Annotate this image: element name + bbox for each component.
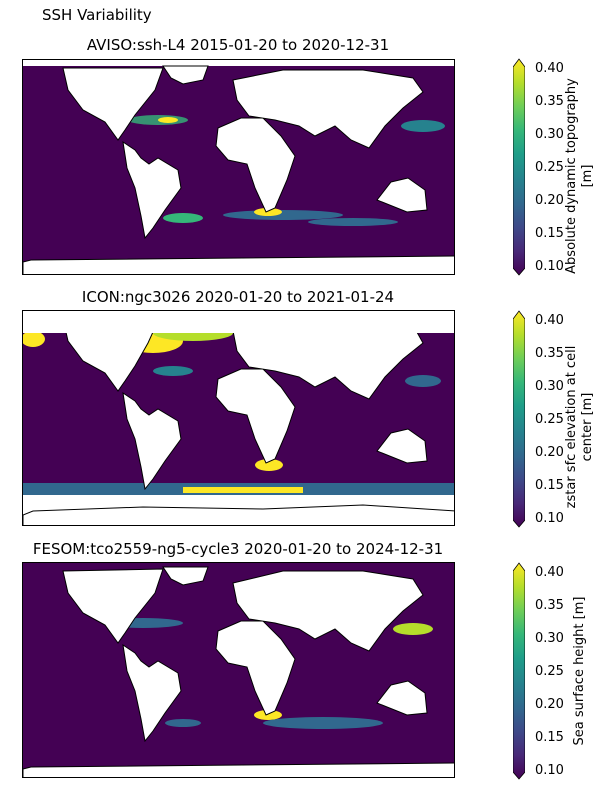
panel-2-title: ICON:ngc3026 2020-01-20 to 2021-01-24 <box>81 288 395 306</box>
panel-1-map-svg <box>23 65 454 274</box>
p2-tick-0.35: 0.35 <box>535 346 564 361</box>
p1-tick-0.20: 0.20 <box>535 193 564 208</box>
panel-1-colorbar <box>513 58 525 276</box>
p1-tick-0.40: 0.40 <box>535 61 564 76</box>
p2-tick-0.10: 0.10 <box>535 511 564 526</box>
p1-tick-0.30: 0.30 <box>535 127 564 142</box>
figure-suptitle: SSH Variability <box>42 6 152 24</box>
p2-tick-0.40: 0.40 <box>535 313 564 328</box>
land-mask <box>23 311 454 525</box>
p2-tick-0.20: 0.20 <box>535 445 564 460</box>
panel-1-title: AVISO:ssh-L4 2015-01-20 to 2020-12-31 <box>86 36 390 54</box>
p3-tick-0.20: 0.20 <box>535 697 564 712</box>
panel-2-map <box>22 310 455 526</box>
p2-tick-0.30: 0.30 <box>535 379 564 394</box>
p1-tick-0.35: 0.35 <box>535 94 564 109</box>
p3-tick-0.30: 0.30 <box>535 631 564 646</box>
eddy-hotspots <box>128 115 445 226</box>
panel-2-colorbar <box>513 310 525 528</box>
p1-tick-0.10: 0.10 <box>535 259 564 274</box>
p1-tick-0.15: 0.15 <box>535 226 564 241</box>
p1-cbar-label-line1: Absolute dynamic topography <box>564 78 579 274</box>
p3-tick-0.25: 0.25 <box>535 664 564 679</box>
land-mask <box>23 566 454 777</box>
p3-tick-0.10: 0.10 <box>535 763 564 778</box>
p3-tick-0.40: 0.40 <box>535 565 564 580</box>
panel-3-map <box>22 562 455 778</box>
panel-1-map <box>22 59 455 275</box>
p3-cbar-label-line1: Sea surface height [m] <box>572 596 587 746</box>
p1-cbar-label-line2: [m] <box>580 164 595 188</box>
p1-tick-0.25: 0.25 <box>535 160 564 175</box>
p3-tick-0.35: 0.35 <box>535 598 564 613</box>
p3-tick-0.15: 0.15 <box>535 730 564 745</box>
p2-cbar-label-line1: zstar sfc elevation at cell <box>564 345 579 509</box>
panel-3-title: FESOM:tco2559-ng5-cycle3 2020-01-20 to 2… <box>32 540 444 558</box>
p2-cbar-label-line2: center [m] <box>580 392 595 462</box>
p2-tick-0.15: 0.15 <box>535 478 564 493</box>
panel-2-map-svg <box>23 311 454 525</box>
eddy-hotspots <box>103 618 433 729</box>
panel-3-colorbar-label: Sea surface height [m] <box>572 561 588 781</box>
panel-2-colorbar-label: zstar sfc elevation at cell center [m] <box>564 317 596 537</box>
panel-3-colorbar <box>513 562 525 780</box>
p2-tick-0.25: 0.25 <box>535 412 564 427</box>
panel-3-map-svg <box>23 563 454 777</box>
panel-1-colorbar-label: Absolute dynamic topography [m] <box>564 66 596 286</box>
land-mask <box>23 65 454 274</box>
